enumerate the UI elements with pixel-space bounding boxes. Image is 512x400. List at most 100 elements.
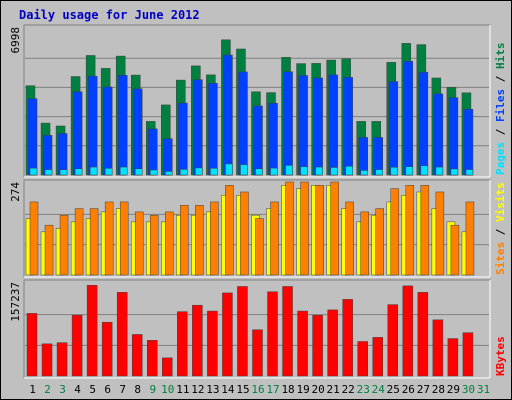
bar-kbytes-day-30 bbox=[462, 332, 474, 377]
legend-separator: / bbox=[494, 69, 507, 89]
bar-sites-day-2 bbox=[44, 224, 54, 276]
bar-sites-day-5 bbox=[89, 208, 99, 276]
bar-kbytes-day-24 bbox=[372, 337, 383, 377]
bar-files-day-23 bbox=[358, 137, 368, 176]
bar-pages-day-22 bbox=[345, 165, 353, 176]
x-tick-label-19: 19 bbox=[296, 383, 309, 396]
bar-kbytes-day-14 bbox=[222, 292, 233, 377]
chart-title: Daily usage for June 2012 bbox=[19, 8, 200, 22]
bar-sites-day-10 bbox=[165, 211, 174, 276]
bar-files-day-15 bbox=[238, 71, 248, 176]
bar-pages-day-18 bbox=[285, 165, 293, 176]
bar-sites-day-29 bbox=[450, 224, 460, 276]
x-tick-label-2: 2 bbox=[44, 383, 51, 396]
x-tick-label-30: 30 bbox=[462, 383, 475, 396]
legend-kbytes: KBytes bbox=[494, 336, 507, 376]
bar-files-day-26 bbox=[403, 61, 414, 176]
bar-files-day-22 bbox=[343, 77, 353, 176]
bar-kbytes-day-12 bbox=[192, 304, 203, 377]
bar-sites-day-18 bbox=[285, 181, 294, 276]
bar-pages-day-5 bbox=[89, 166, 98, 176]
panel-1: 6998 Pages / Files / Hits bbox=[9, 24, 507, 178]
bar-pages-day-29 bbox=[450, 168, 459, 176]
legend-separator: / bbox=[494, 122, 507, 142]
bar-pages-day-17 bbox=[270, 167, 278, 176]
bar-files-day-9 bbox=[148, 128, 158, 176]
bar-pages-day-15 bbox=[240, 164, 248, 176]
x-tick-label-4: 4 bbox=[74, 383, 81, 396]
bar-kbytes-day-16 bbox=[252, 329, 263, 377]
x-tick-label-18: 18 bbox=[281, 383, 294, 396]
bar-pages-day-13 bbox=[210, 168, 218, 176]
bar-files-day-17 bbox=[268, 102, 278, 176]
bar-pages-day-28 bbox=[435, 166, 444, 176]
x-tick-label-14: 14 bbox=[221, 383, 235, 396]
x-tick-label-17: 17 bbox=[266, 383, 279, 396]
bar-sites-day-14 bbox=[225, 185, 234, 276]
bar-files-day-25 bbox=[388, 81, 399, 176]
x-tick-label-10: 10 bbox=[161, 383, 174, 396]
bar-kbytes-day-22 bbox=[342, 299, 353, 377]
bar-kbytes-day-2 bbox=[41, 343, 53, 377]
bar-kbytes-day-17 bbox=[267, 291, 278, 377]
bar-pages-day-4 bbox=[74, 168, 83, 176]
legend-3: KBytes bbox=[494, 336, 507, 376]
x-tick-label-16: 16 bbox=[251, 383, 264, 396]
bar-sites-day-28 bbox=[435, 191, 445, 276]
y-max-label-1: 6998 bbox=[9, 27, 22, 54]
x-tick-label-31: 31 bbox=[477, 383, 490, 396]
x-tick-label-23: 23 bbox=[357, 383, 370, 396]
bar-files-day-19 bbox=[298, 75, 308, 176]
bar-sites-day-30 bbox=[465, 201, 475, 276]
x-tick-label-5: 5 bbox=[89, 383, 96, 396]
bar-files-day-2 bbox=[42, 135, 53, 176]
bar-sites-day-24 bbox=[375, 208, 384, 276]
panel-3: 157237 KBytes bbox=[9, 279, 507, 379]
bar-kbytes-day-23 bbox=[357, 341, 368, 377]
bar-kbytes-day-1 bbox=[26, 313, 38, 377]
bar-pages-day-11 bbox=[180, 169, 188, 176]
legend-1: Pages / Files / Hits bbox=[494, 43, 507, 176]
bar-pages-day-16 bbox=[255, 168, 263, 176]
bar-sites-day-20 bbox=[315, 185, 324, 276]
x-tick-label-1: 1 bbox=[29, 383, 36, 396]
legend-pages: Pages bbox=[494, 142, 507, 175]
x-tick-label-25: 25 bbox=[387, 383, 400, 396]
bar-sites-day-27 bbox=[420, 185, 430, 276]
bar-sites-day-22 bbox=[345, 201, 354, 276]
bar-sites-day-6 bbox=[104, 201, 114, 276]
bar-pages-day-30 bbox=[465, 169, 474, 176]
bar-sites-day-26 bbox=[405, 185, 415, 276]
legend-files: Files bbox=[494, 89, 507, 122]
x-tick-label-6: 6 bbox=[104, 383, 111, 396]
bar-files-day-21 bbox=[328, 74, 338, 176]
bar-pages-day-7 bbox=[119, 166, 128, 176]
legend-sites: Sites bbox=[494, 242, 507, 275]
bar-kbytes-day-11 bbox=[177, 311, 188, 377]
bar-files-day-7 bbox=[117, 75, 128, 176]
bar-sites-day-11 bbox=[180, 205, 189, 276]
x-tick-label-28: 28 bbox=[432, 383, 445, 396]
bar-pages-day-26 bbox=[405, 166, 414, 176]
x-tick-label-29: 29 bbox=[447, 383, 460, 396]
bar-kbytes-day-9 bbox=[147, 340, 158, 377]
bar-sites-day-3 bbox=[59, 214, 69, 276]
bar-kbytes-day-27 bbox=[417, 292, 429, 377]
x-tick-label-3: 3 bbox=[59, 383, 66, 396]
bar-files-day-12 bbox=[193, 79, 203, 176]
bar-files-day-8 bbox=[132, 88, 143, 176]
bar-pages-day-27 bbox=[420, 165, 429, 176]
bar-pages-day-12 bbox=[195, 167, 203, 176]
x-tick-label-12: 12 bbox=[191, 383, 204, 396]
x-tick-label-15: 15 bbox=[236, 383, 249, 396]
x-tick-label-8: 8 bbox=[134, 383, 141, 396]
bar-pages-day-1 bbox=[29, 167, 38, 176]
bar-pages-day-24 bbox=[375, 169, 383, 176]
bar-sites-day-7 bbox=[119, 201, 129, 276]
bar-sites-day-13 bbox=[210, 201, 219, 276]
bar-files-day-16 bbox=[253, 105, 263, 176]
bar-kbytes-day-29 bbox=[447, 338, 459, 377]
x-tick-label-21: 21 bbox=[327, 383, 340, 396]
